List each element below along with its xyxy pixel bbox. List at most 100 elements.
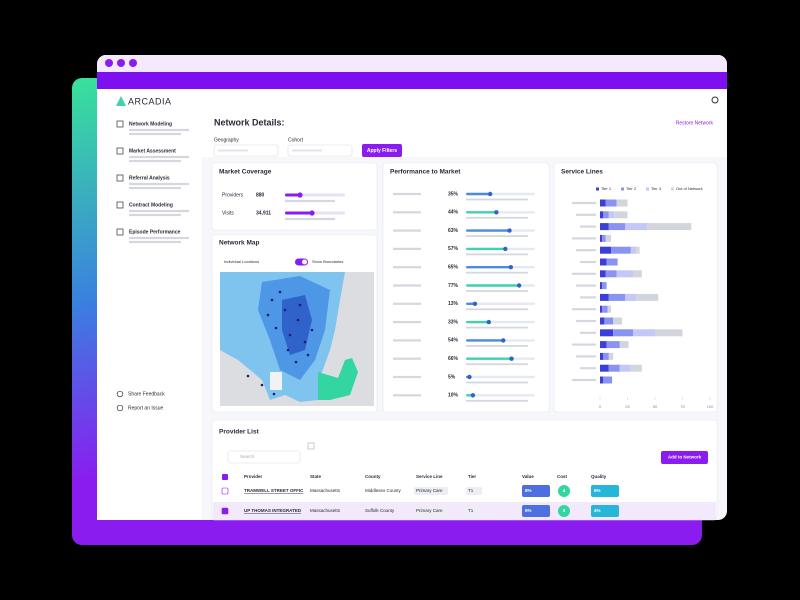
checkbox[interactable] <box>222 474 228 480</box>
metric-label: Visits <box>222 210 234 216</box>
bar-segment <box>614 211 628 219</box>
column-header: Service Line <box>416 474 443 479</box>
footer-icon <box>116 390 124 398</box>
location-pin[interactable] <box>303 340 307 344</box>
slider-knob <box>470 393 476 398</box>
bar-segment <box>600 364 609 372</box>
nav-item[interactable]: Network Modeling <box>129 121 172 127</box>
bar-segment <box>608 293 626 301</box>
blurred-text <box>466 235 528 237</box>
bar-segment <box>600 223 609 231</box>
bar-segment <box>605 234 611 242</box>
location-pin[interactable] <box>272 392 276 396</box>
bar-segment <box>608 364 620 372</box>
add-button[interactable] <box>661 451 708 464</box>
nav-item[interactable]: Episode Performance <box>129 229 181 235</box>
bar-segment <box>613 317 622 325</box>
slider-fill <box>285 193 300 197</box>
cell: Massachusetts <box>310 488 341 493</box>
footer-link[interactable]: Share Feedback <box>128 391 165 397</box>
location-pin[interactable] <box>288 333 292 337</box>
add-button-label[interactable]: Add to Network <box>668 455 702 460</box>
location-pin[interactable] <box>310 328 314 332</box>
bar-segment <box>600 199 606 207</box>
percent-label: 66% <box>448 356 459 362</box>
settings-icon[interactable] <box>711 96 719 104</box>
bar-segment <box>603 376 613 384</box>
slider-fill <box>466 229 510 232</box>
nav-item[interactable]: Market Assessment <box>129 148 176 154</box>
toggle-label: Show Boundaries <box>312 259 343 264</box>
map <box>220 272 374 406</box>
location-pin[interactable] <box>246 374 250 378</box>
header-link[interactable]: Restore Network <box>676 120 714 126</box>
location-pin[interactable] <box>294 360 298 364</box>
blurred-text <box>129 236 189 240</box>
slider-knob <box>487 191 493 197</box>
bar-segment <box>611 246 631 254</box>
blurred-text <box>576 213 596 216</box>
blurred-text <box>466 290 528 292</box>
location-pin[interactable] <box>286 348 290 352</box>
slider-knob[interactable] <box>309 210 315 216</box>
slider-fill <box>466 357 512 360</box>
blurred-text <box>393 211 421 214</box>
location-pin[interactable] <box>306 353 310 357</box>
bar-segment <box>603 211 609 219</box>
location-pin[interactable] <box>270 298 274 302</box>
blurred-text <box>466 271 528 274</box>
blurred-text <box>580 331 596 334</box>
bar-segment <box>602 234 606 242</box>
column-header: Cost <box>557 474 568 479</box>
bar-segment <box>600 282 603 290</box>
x-tick-label: 50 <box>653 404 658 409</box>
cell[interactable]: UP THOMAS INTEGRATED <box>244 508 302 513</box>
nav-item[interactable]: Contract Modeling <box>129 202 173 208</box>
blurred-text <box>393 192 421 196</box>
apply-button-label[interactable]: Apply Filters <box>367 148 398 154</box>
bar-segment <box>655 329 683 337</box>
cell[interactable]: TRAMWELL STREET OFFIC <box>244 488 304 493</box>
column-header: Provider <box>244 474 263 479</box>
percent-label: 57% <box>448 246 459 252</box>
logo: ARCADIA <box>128 96 172 106</box>
location-pin[interactable] <box>274 326 278 330</box>
legend-label: Tier 1 <box>601 186 612 191</box>
cell: T1 <box>468 488 474 493</box>
bar-segment <box>600 305 603 313</box>
slider-knob[interactable] <box>297 192 303 198</box>
filter-icon[interactable] <box>307 442 315 450</box>
percent-label: 33% <box>448 319 459 325</box>
search-box[interactable] <box>227 450 301 464</box>
location-pin[interactable] <box>296 318 300 322</box>
checkbox[interactable] <box>221 507 229 515</box>
legend-label: Tier 3 <box>651 186 662 191</box>
location-pin[interactable] <box>298 303 302 307</box>
location-pin[interactable] <box>278 290 282 294</box>
bar-segment <box>633 329 655 337</box>
legend-swatch <box>596 187 599 191</box>
footer-link[interactable]: Report an Issue <box>128 405 164 411</box>
apply-button[interactable] <box>362 144 402 157</box>
blurred-text <box>393 302 421 305</box>
pill <box>414 487 448 495</box>
bar-segment <box>600 317 605 325</box>
x-tick-label: 25 <box>625 404 630 409</box>
blurred-text <box>572 308 596 311</box>
location-pin[interactable] <box>266 313 270 317</box>
percent-label: 44% <box>448 210 459 216</box>
nav-item[interactable]: Referral Analysis <box>129 175 170 181</box>
location-pin[interactable] <box>283 308 287 312</box>
slider-fill <box>466 192 491 196</box>
blurred-text <box>466 253 528 256</box>
card-title: Service Lines <box>561 169 603 176</box>
bar-segment <box>619 364 631 372</box>
bar-segment <box>600 246 611 254</box>
legend-swatch <box>646 187 649 191</box>
checkbox[interactable] <box>221 487 229 495</box>
slider-knob <box>501 338 506 343</box>
nav-icon <box>116 147 124 155</box>
blurred-text <box>466 216 528 219</box>
location-pin[interactable] <box>260 383 264 387</box>
